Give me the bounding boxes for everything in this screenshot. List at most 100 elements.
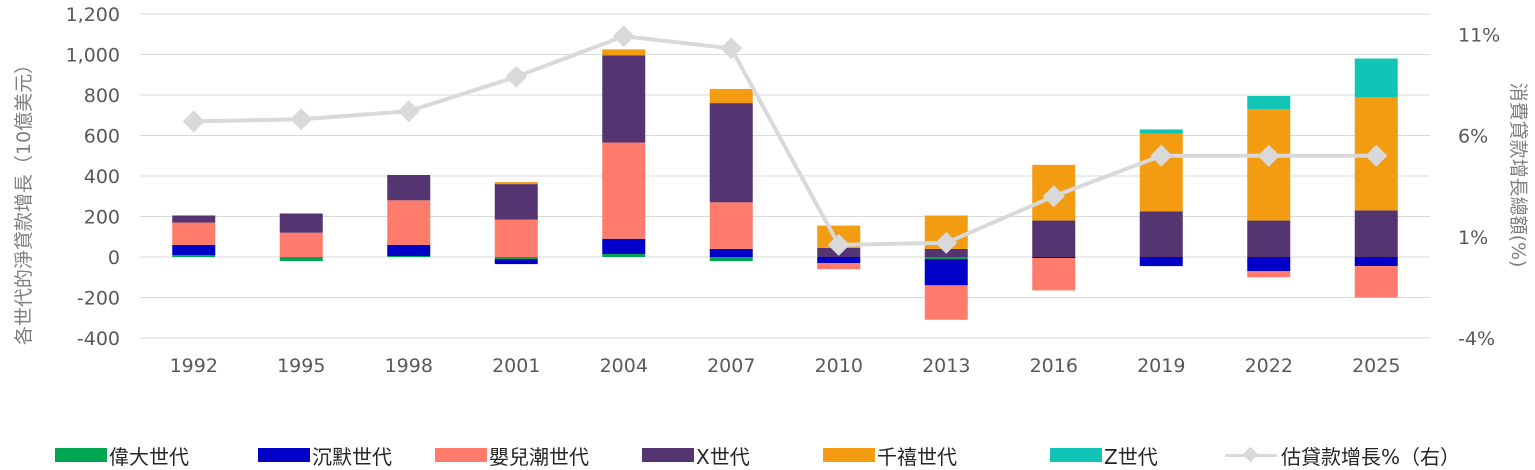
bar-segment [924,259,968,286]
bar-segment [172,244,216,255]
chart: 1,200 1,000 800 600 400 200 0 -200 -400 11% 6% 1% -… [13,4,1529,377]
bar-segment [1139,129,1183,134]
line-point [397,100,420,123]
bar-segment [1247,220,1291,257]
bar-segment [172,215,216,223]
y-tick-label: 200 [84,207,120,229]
x-tick-label: 2010 [815,355,863,377]
legend-label: 嬰兒潮世代 [489,444,589,469]
bar-segment [1032,220,1076,257]
line-point [612,25,635,48]
legend-item-loan-growth: 估貸款增長%（右） [1225,440,1460,470]
line-point [505,65,528,88]
bar-segment [709,257,753,262]
bar-segment [1139,211,1183,257]
y-tick-label: 1,200 [66,4,120,26]
bar-segment [494,259,538,265]
legend-label: 千禧世代 [877,444,957,469]
x-axis-ticks: 1992 1995 1998 2001 2004 2007 2010 2013 2016 2019… [170,355,1401,377]
x-tick-label: 2022 [1245,355,1293,377]
bar-segment [494,182,538,185]
bar-segment [602,238,646,254]
y-tick-label: 800 [84,85,120,107]
line-point [1042,185,1065,208]
left-axis-title: 各世代的淨貸款增長（10億美元） [13,55,35,345]
bar-segment [1032,257,1076,259]
bar-segment [279,257,323,262]
bar-segment [924,285,968,320]
bar-segment [924,257,968,260]
bar-segment [817,257,861,264]
bar-segment [1139,257,1183,267]
bar-segment [1247,271,1291,278]
x-tick-label: 2004 [600,355,648,377]
y-tick-label: 1,000 [66,45,120,67]
legend-item-millennials: 千禧世代 [823,440,957,470]
legend-item-genz: Z世代 [1050,440,1158,470]
line-point [290,108,313,131]
x-tick-label: 1998 [385,355,433,377]
line-point [720,37,743,60]
right-axis-ticks: 11% 6% 1% -4% [1458,24,1500,350]
legend-label: 估貸款增長%（右） [1281,444,1461,469]
x-tick-label: 2025 [1352,355,1400,377]
bar-segment [494,257,538,260]
legend-label: Z世代 [1104,444,1158,469]
bar-segment [709,88,753,104]
legend-swatch [642,448,694,462]
legend-swatch [823,448,875,462]
y-right-tick-label: 1% [1458,227,1488,249]
legend: 偉大世代 沉默世代 嬰兒潮世代 X世代 千禧世代 Z世代 估貸款增長%（右） [0,440,1535,470]
legend-swatch [258,448,310,462]
bar-segment [387,174,431,201]
x-tick-label: 2016 [1030,355,1078,377]
line-point [935,231,958,254]
line-layer [182,25,1388,256]
legend-item-greatest: 偉大世代 [55,440,189,470]
bar-segment [602,253,646,257]
bar-segment [172,254,216,257]
y-tick-label: -400 [77,328,120,350]
x-tick-label: 2013 [922,355,970,377]
bar-segment [1354,257,1398,267]
legend-item-boomers: 嬰兒潮世代 [435,440,589,470]
bar-segment [387,200,431,245]
line-point [1365,144,1388,167]
legend-swatch [435,448,487,462]
x-tick-label: 1992 [170,355,218,377]
line-point [1257,144,1280,167]
legend-swatch [1050,448,1102,462]
bar-segment [387,255,431,257]
bar-segment [709,103,753,203]
legend-label: 沉默世代 [312,444,392,469]
bar-segment [1354,210,1398,257]
bar-segment [602,49,646,56]
legend-item-silent: 沉默世代 [258,440,392,470]
bar-segment [1032,258,1076,291]
y-tick-label: 600 [84,126,120,148]
y-tick-label: -200 [77,288,120,310]
legend-line-swatch [1225,446,1277,463]
y-tick-label: 400 [84,166,120,188]
x-tick-label: 1995 [277,355,325,377]
legend-label: X世代 [696,444,750,469]
bar-segment [602,142,646,239]
bar-segment [494,219,538,257]
bar-segment [602,55,646,143]
legend-swatch [55,448,107,462]
right-axis-title: 消費貸款增長總額(%) [1507,83,1529,268]
bar-segment [494,184,538,220]
y-right-tick-label: 6% [1458,126,1488,148]
bar-segment [1247,96,1291,110]
bar-segment [1247,257,1291,272]
gridlines [140,13,1430,339]
bar-segment [709,248,753,257]
legend-label: 偉大世代 [109,444,189,469]
legend-item-genx: X世代 [642,440,750,470]
line-point [827,233,850,256]
line-point [182,110,205,133]
line-point [1150,144,1173,167]
bar-segment [279,232,323,257]
bar-segment [172,222,216,245]
bar-layer [172,49,1398,320]
